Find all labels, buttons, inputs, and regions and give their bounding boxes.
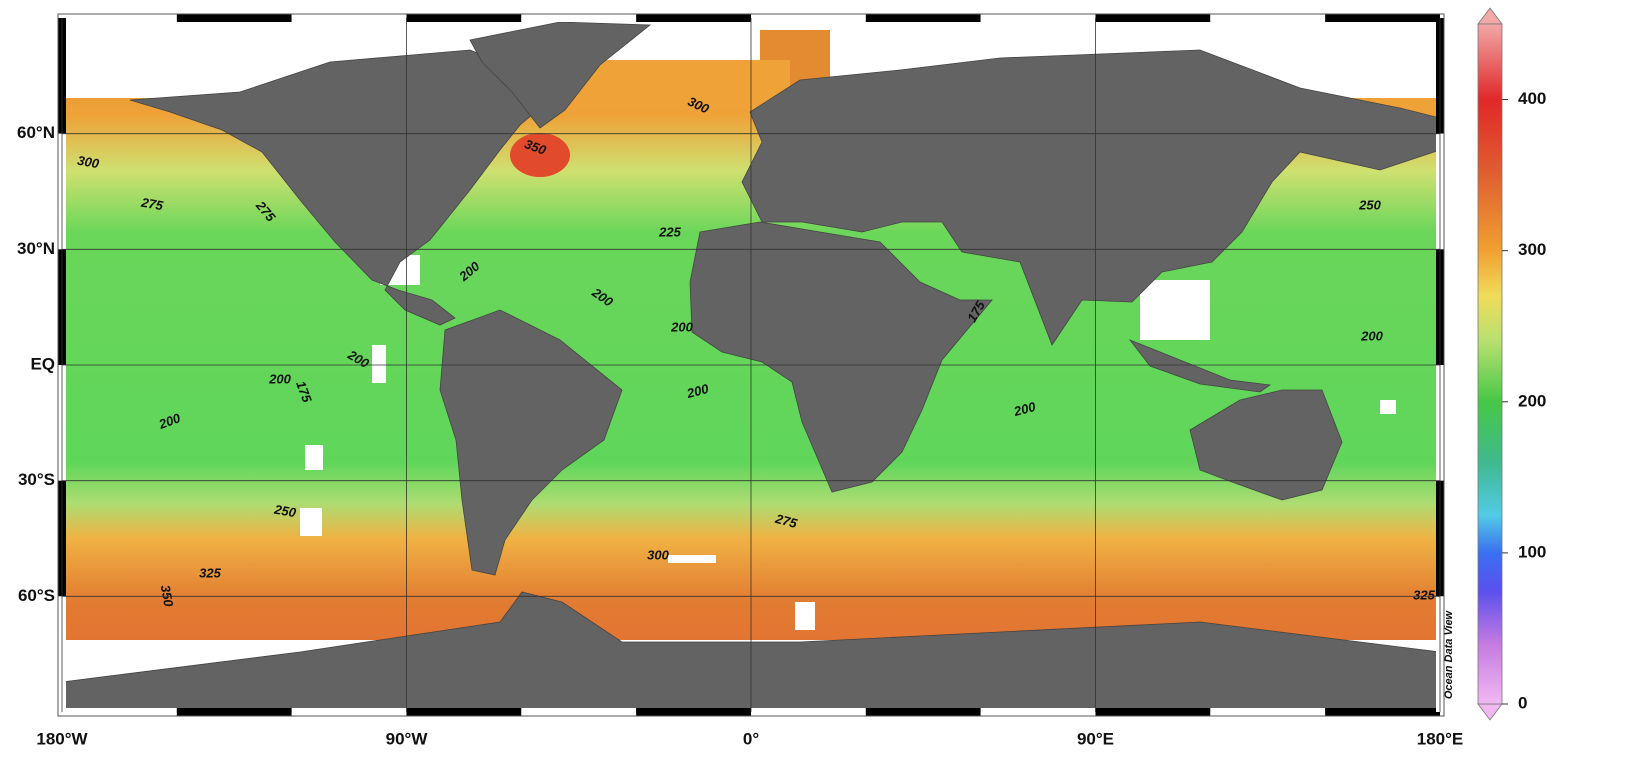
y-tick-label: 30°S <box>18 470 55 489</box>
x-tick-label: 0° <box>743 729 759 748</box>
frame-bar <box>291 14 407 22</box>
axes: 180°W 90°W 0° 90°E 180°E 60°N 30°N EQ 30°S 60°S <box>17 18 1463 748</box>
contour-label: 200 <box>268 371 291 386</box>
frame-bar <box>980 708 1096 716</box>
frame-bar <box>1325 708 1440 716</box>
y-tick-label: 30°N <box>17 239 55 258</box>
frame-bar <box>865 708 981 716</box>
colorbar-tick-label: 400 <box>1518 89 1546 108</box>
frame-border <box>57 13 1445 717</box>
contour-label: 200 <box>1360 328 1383 343</box>
frame-bar <box>1095 14 1211 22</box>
frame-bar <box>406 708 522 716</box>
colorbar-tick-label: 0 <box>1518 693 1527 712</box>
frame-bar <box>751 708 866 716</box>
credit: Ocean Data View <box>1443 609 1455 699</box>
x-tick-label: 180°W <box>36 729 88 748</box>
contour-label: 200 <box>1011 399 1038 420</box>
frame-bar <box>636 708 751 716</box>
colorbar-extend-min <box>1477 703 1503 721</box>
y-tick-label: 60°N <box>17 123 55 142</box>
frame-bar <box>751 14 866 22</box>
no-data <box>1380 400 1396 414</box>
contour-label: 350 <box>523 136 549 158</box>
no-data <box>372 345 386 383</box>
frame-bar <box>291 708 407 716</box>
australia <box>1189 389 1343 501</box>
colorbar-tick-label: 200 <box>1518 391 1546 410</box>
frame-bar <box>176 14 292 22</box>
south-america <box>439 309 623 576</box>
greenland <box>469 21 652 129</box>
colorbar-extend-max <box>1477 7 1503 25</box>
no-data <box>300 508 322 536</box>
no-data <box>668 555 716 563</box>
frame-bar <box>1210 708 1326 716</box>
no-data <box>795 602 815 630</box>
y-tick-label: 60°S <box>18 586 55 605</box>
frame-bar <box>980 14 1096 22</box>
contour-label: 300 <box>647 547 669 562</box>
frame-bar <box>406 14 522 22</box>
contour-label: 275 <box>139 195 165 214</box>
contour-label: 200 <box>684 381 711 402</box>
no-data <box>305 445 323 470</box>
colorbar-tick-label: 100 <box>1518 542 1546 561</box>
contour-label: 225 <box>658 224 681 239</box>
contour-label: 325 <box>1413 587 1435 602</box>
indonesia <box>1128 339 1272 393</box>
frame-bar <box>1095 708 1211 716</box>
colorbar: 0 100 200 300 400 <box>1477 7 1546 721</box>
x-tick-label: 90°W <box>386 729 429 748</box>
colorbar-tick-label: 300 <box>1518 240 1546 259</box>
warm-patch <box>510 133 570 177</box>
frame-bar <box>521 708 637 716</box>
frame-bar <box>1210 14 1326 22</box>
contour-label: 325 <box>199 565 221 580</box>
colorbar-gradient <box>1477 23 1503 705</box>
frame-bar <box>636 14 751 22</box>
contour-label: 200 <box>670 319 693 334</box>
x-tick-label: 180°E <box>1417 729 1464 748</box>
no-data <box>1140 280 1210 340</box>
contour-label: 250 <box>1358 197 1381 212</box>
x-tick-label: 90°E <box>1077 729 1114 748</box>
africa <box>689 221 993 493</box>
frame-bar <box>865 14 981 22</box>
y-tick-label: EQ <box>30 354 55 373</box>
contour-label: 175 <box>293 379 315 405</box>
frame-bar <box>521 14 637 22</box>
contour-label: 275 <box>773 511 800 532</box>
frame-bar <box>1325 14 1440 22</box>
eurasia <box>741 49 1441 346</box>
frame-bar <box>62 708 177 716</box>
frame-bar <box>62 14 177 22</box>
contour-label: 300 <box>76 153 101 172</box>
frame-bar <box>176 708 292 716</box>
contour-label: 250 <box>272 502 298 521</box>
